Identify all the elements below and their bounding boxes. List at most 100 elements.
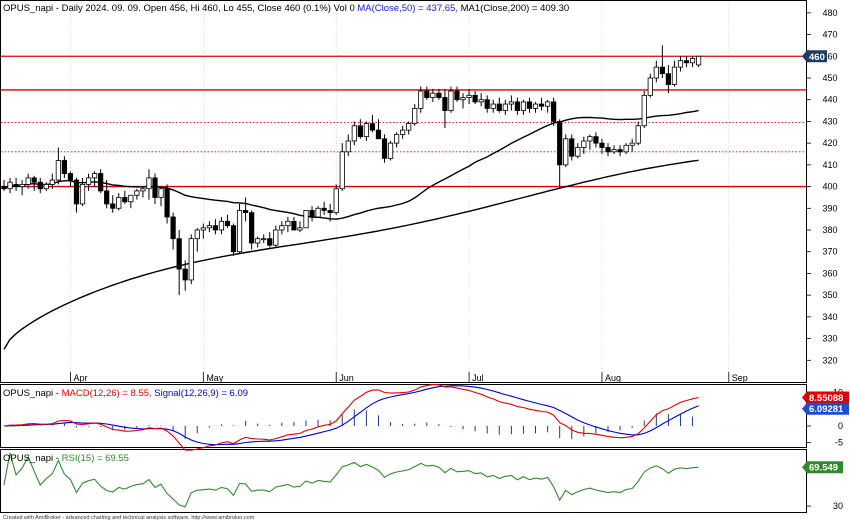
month-label: Jul	[472, 373, 484, 383]
candle-body	[110, 203, 116, 209]
candle-body	[393, 134, 400, 144]
signal-value-tag-bg	[802, 402, 849, 415]
candle-body	[508, 101, 514, 105]
ma50-line	[3, 109, 699, 220]
month-label: Apr	[73, 373, 87, 383]
candle-body	[176, 238, 182, 270]
candle-body	[677, 60, 684, 68]
macd-ticker: OPUS_napi	[3, 388, 53, 399]
candle-body	[587, 136, 593, 142]
candle-body	[333, 188, 339, 214]
candle-body	[466, 94, 472, 98]
candle-body	[545, 101, 551, 107]
macd-panel-frame	[0, 384, 807, 448]
candle-body	[25, 177, 31, 185]
price-axis-label: 350	[822, 290, 837, 300]
macd-value-tag-bg	[802, 391, 849, 404]
rsi-indicator	[3, 452, 699, 508]
candle-body	[502, 103, 508, 111]
price-axis-label: 430	[822, 116, 837, 126]
candle-body	[104, 190, 110, 205]
candle-body	[140, 188, 146, 192]
signal-line	[3, 385, 699, 446]
candle-body	[230, 225, 237, 253]
ma200-legend: MA1(Close,200) = 409.30	[461, 3, 570, 14]
candle-body	[418, 90, 424, 109]
candle-body	[460, 97, 466, 101]
candle-body	[7, 181, 13, 190]
candle-body	[412, 108, 418, 125]
candle-body	[61, 160, 68, 174]
price-axis-label: 460	[822, 51, 837, 61]
support-resistance-lines	[1, 55, 806, 188]
candle-body	[1, 186, 7, 190]
candle-body	[128, 194, 134, 203]
candle-body	[339, 151, 345, 190]
candle-body	[73, 179, 80, 205]
rsi-legend: RSI(15) = 69.55	[62, 453, 129, 464]
candle-body	[242, 210, 249, 214]
candle-body	[532, 103, 539, 109]
macd-legend: MACD(12,26) = 8.55,	[62, 388, 152, 399]
price-ticker: OPUS_napi	[3, 3, 53, 14]
candle-body	[375, 129, 382, 140]
candle-body	[514, 101, 521, 111]
macd-axis-label: 0	[838, 421, 843, 431]
candle-body	[538, 103, 545, 107]
candle-body	[134, 190, 140, 196]
candle-body	[31, 177, 37, 183]
candle-body	[496, 103, 502, 111]
candles	[1, 45, 702, 296]
price-axis-label: 470	[822, 30, 837, 40]
ma50-legend: MA(Close,50) = 437.65,	[357, 3, 458, 14]
last-price-tag-bg	[802, 50, 827, 63]
macd-axis-label: -5	[835, 438, 843, 448]
candle-body	[665, 73, 672, 85]
candle-body	[472, 94, 478, 103]
candle-body	[635, 125, 641, 144]
candle-body	[599, 142, 605, 148]
candle-body	[92, 173, 98, 179]
price-panel-title: OPUS_napi - Daily 2024. 09. 09. Open 456…	[3, 3, 569, 14]
candle-body	[158, 188, 164, 198]
ma200-line	[3, 159, 699, 350]
month-label: Sep	[732, 373, 748, 383]
candle-body	[387, 142, 394, 159]
candle-body	[689, 58, 696, 64]
candle-body	[557, 121, 563, 166]
candle-body	[406, 123, 412, 131]
grid-lines: Apr May Jun Jul Aug Sep	[70, 2, 748, 383]
candle-body	[659, 66, 665, 75]
price-axis: 320 330 340 350 360 370 380 390 400 410 420 430 440 4…	[806, 8, 843, 511]
rsi-value-tag-bg	[802, 461, 843, 474]
candle-body	[593, 136, 599, 144]
candle-body	[696, 55, 702, 66]
candle-body	[249, 212, 255, 244]
candle-body	[279, 225, 285, 231]
candle-body	[49, 179, 55, 185]
rsi-panel-frame	[0, 449, 807, 513]
candle-body	[611, 149, 617, 153]
candle-body	[623, 144, 629, 153]
candle-body	[194, 229, 200, 240]
candle-body	[490, 103, 496, 109]
macd-value-tag: 8.55088	[809, 393, 843, 404]
candle-body	[116, 197, 122, 209]
month-label: Aug	[605, 373, 621, 383]
candle-body	[653, 66, 659, 79]
price-axis-label: 420	[822, 138, 837, 148]
candle-body	[605, 147, 611, 153]
candle-body	[321, 207, 327, 211]
candle-body	[351, 125, 357, 142]
price-axis-label: 390	[822, 203, 837, 213]
price-axis-label: 340	[822, 312, 837, 322]
price-panel-frame	[0, 0, 807, 383]
candle-body	[454, 90, 460, 101]
candle-body	[19, 183, 25, 187]
macd-line	[3, 384, 699, 451]
rsi-axis-label: 30	[833, 501, 843, 511]
candle-body	[218, 220, 225, 231]
candle-body	[617, 149, 623, 153]
candle-body	[297, 227, 303, 231]
price-axis-label: 320	[822, 355, 837, 365]
